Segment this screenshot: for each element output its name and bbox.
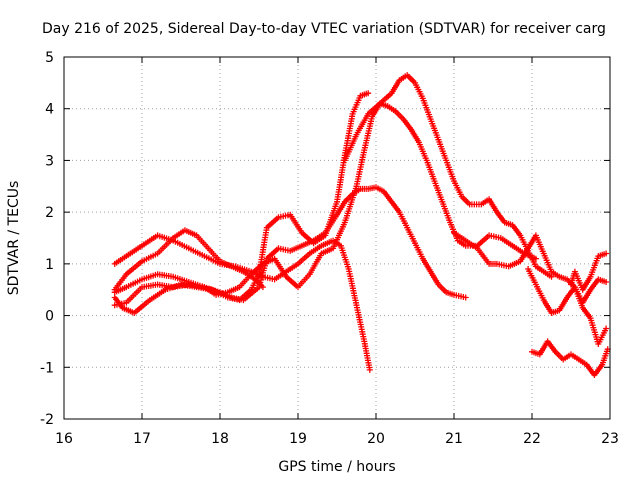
series-track-b (111, 232, 373, 373)
x-tick-label: 19 (289, 431, 307, 447)
y-tick-label: 5 (45, 50, 54, 66)
y-tick-label: 0 (45, 309, 54, 325)
series-track-e (111, 227, 266, 293)
x-tick-label: 16 (55, 431, 73, 447)
x-tick-label: 17 (133, 431, 151, 447)
x-tick-label: 22 (523, 431, 541, 447)
y-tick-label: 3 (45, 153, 54, 169)
series-track-c (111, 90, 372, 316)
series-track-h (525, 266, 610, 316)
series-track-j (568, 250, 610, 293)
series-layer (111, 72, 611, 378)
y-tick-label: -1 (40, 360, 54, 376)
series-track-d (111, 100, 539, 298)
series-track-g (451, 229, 610, 347)
plot-frame (63, 56, 611, 420)
x-tick-label: 21 (445, 431, 463, 447)
x-tick-label: 20 (367, 431, 385, 447)
chart-title: Day 216 of 2025, Sidereal Day-to-day VTE… (42, 21, 606, 37)
x-axis-label: GPS time / hours (278, 459, 395, 475)
y-tick-label: -2 (40, 412, 54, 428)
series-track-i (529, 338, 611, 378)
x-tick-label: 18 (211, 431, 229, 447)
series-track-f (341, 72, 555, 280)
y-tick-label: 4 (45, 102, 54, 118)
x-tick-label: 23 (601, 431, 619, 447)
y-axis-label: SDTVAR / TECUs (6, 181, 22, 296)
y-tick-label: 2 (45, 205, 54, 221)
y-tick-label: 1 (45, 257, 54, 273)
